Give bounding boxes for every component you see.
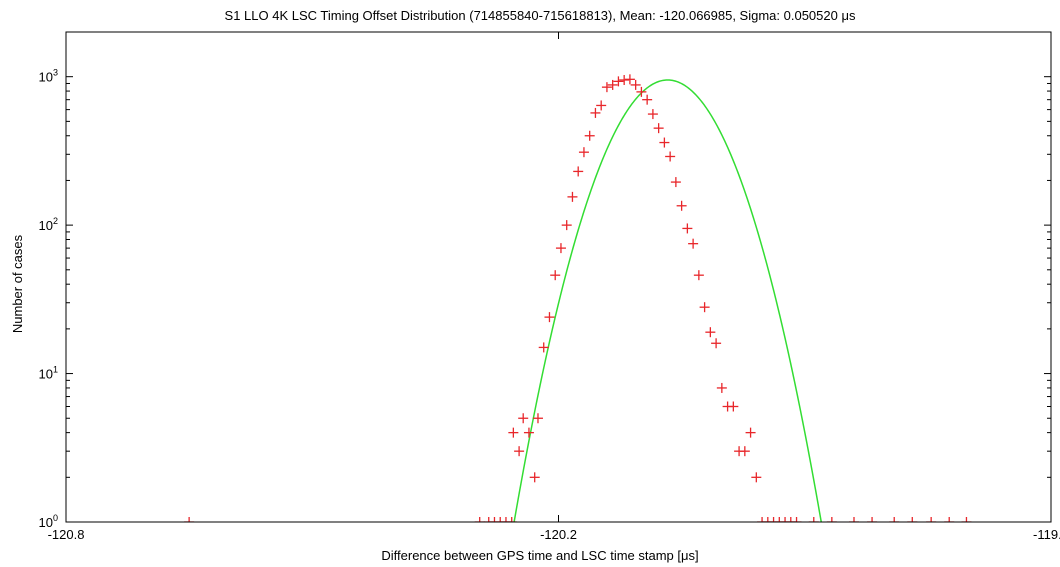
data-point	[688, 238, 699, 249]
data-point	[550, 270, 561, 281]
data-point	[523, 427, 534, 438]
data-point	[762, 517, 773, 522]
data-point	[791, 517, 802, 522]
x-tick-label: -119.6	[1033, 527, 1060, 542]
data-point	[961, 517, 972, 522]
data-point	[489, 517, 500, 522]
data-point	[785, 517, 796, 522]
data-point	[808, 517, 819, 522]
data-point	[780, 517, 791, 522]
tick-labels-layer: 100 101 102 103 -120.8 -120.2 -119.6	[39, 68, 1060, 542]
y-tick-label: 102	[39, 216, 58, 233]
data-point	[926, 517, 937, 522]
data-point	[826, 517, 837, 522]
data-point	[573, 166, 584, 177]
data-point	[728, 401, 739, 412]
data-points-layer	[184, 74, 972, 522]
data-point	[506, 517, 517, 522]
data-point	[705, 327, 716, 338]
data-point	[889, 517, 900, 522]
data-point	[944, 517, 955, 522]
data-point	[561, 220, 572, 231]
x-axis-label: Difference between GPS time and LSC time…	[381, 548, 698, 563]
data-point	[849, 517, 859, 522]
data-point	[544, 312, 555, 323]
data-point	[711, 338, 722, 349]
gaussian-fit-line	[513, 79, 823, 522]
data-point	[184, 517, 195, 522]
axes-layer	[65, 31, 1052, 523]
data-point	[716, 382, 727, 393]
data-point	[647, 109, 658, 120]
data-point	[601, 82, 612, 93]
data-point	[529, 472, 540, 483]
data-point	[699, 302, 710, 313]
data-point	[495, 517, 506, 522]
data-point	[642, 94, 653, 105]
data-point	[578, 147, 589, 158]
x-tick-label: -120.2	[540, 527, 577, 542]
y-axis-label: Number of cases	[10, 234, 25, 333]
data-point	[867, 517, 878, 522]
y-tick-label: 101	[39, 365, 58, 382]
data-point	[907, 517, 918, 522]
data-point	[613, 76, 624, 87]
data-point	[555, 243, 566, 254]
data-point	[584, 130, 595, 141]
data-point	[676, 200, 687, 211]
data-point	[532, 413, 543, 424]
data-point	[774, 517, 785, 522]
data-point	[514, 446, 525, 457]
data-point	[757, 517, 768, 522]
data-point	[659, 137, 670, 148]
data-point	[567, 191, 578, 202]
gaussian-fit-layer	[513, 79, 823, 522]
data-point	[518, 413, 529, 424]
data-point	[624, 74, 635, 85]
data-point	[500, 517, 511, 522]
data-point	[630, 79, 641, 90]
data-point	[596, 100, 607, 111]
data-point	[693, 270, 704, 281]
data-point	[538, 342, 549, 353]
data-point	[751, 472, 762, 483]
data-point	[607, 79, 618, 90]
data-point	[474, 517, 485, 522]
data-point	[670, 177, 681, 188]
y-tick-label: 100	[39, 513, 58, 530]
data-point	[508, 427, 519, 438]
data-point	[768, 517, 779, 522]
data-point	[653, 123, 664, 134]
y-tick-label: 103	[39, 68, 58, 85]
x-tick-label: -120.8	[48, 527, 85, 542]
data-point	[483, 517, 494, 522]
chart-title: S1 LLO 4K LSC Timing Offset Distribution…	[225, 8, 856, 23]
data-point	[745, 427, 756, 438]
data-point	[590, 107, 601, 118]
data-point	[619, 74, 630, 85]
data-point	[739, 446, 750, 457]
data-point	[636, 86, 647, 97]
data-point	[665, 151, 676, 162]
data-point	[682, 223, 693, 234]
